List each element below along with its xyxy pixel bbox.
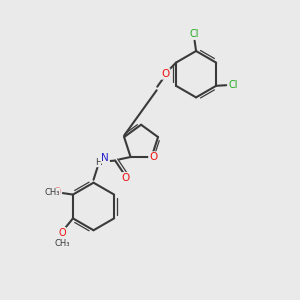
Text: CH₃: CH₃ (45, 188, 61, 197)
Text: CH₃: CH₃ (54, 238, 70, 247)
Text: O: O (149, 152, 157, 162)
Text: N: N (101, 153, 109, 163)
Text: O: O (53, 187, 61, 197)
Text: O: O (161, 69, 170, 79)
Text: O: O (58, 228, 66, 238)
Text: Cl: Cl (190, 29, 199, 39)
Text: H: H (95, 158, 102, 166)
Text: Cl: Cl (228, 80, 238, 90)
Text: O: O (122, 173, 130, 183)
